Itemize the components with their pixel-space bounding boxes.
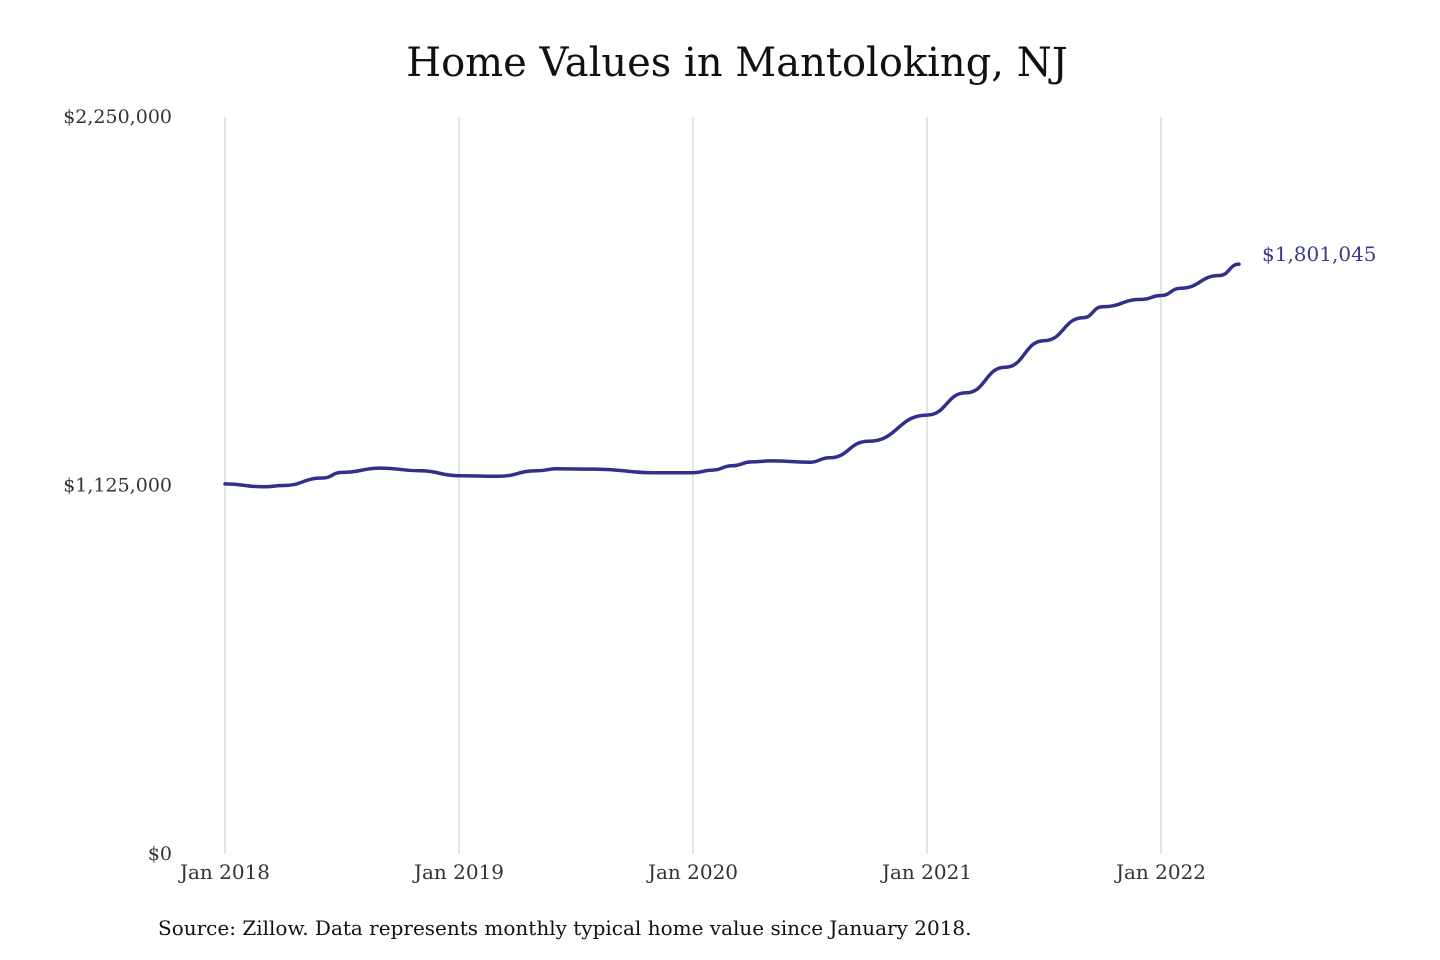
x-axis-ticks: Jan 2018 Jan 2019 Jan 2020 Jan 2021 Jan 2022 <box>178 860 1206 884</box>
y-tick-label: $0 <box>148 843 172 865</box>
home-value-line <box>223 262 1241 489</box>
x-tick-label: Jan 2021 <box>880 860 972 884</box>
y-tick-label: $1,125,000 <box>63 475 172 497</box>
x-tick-label: Jan 2018 <box>178 860 270 884</box>
series-lines <box>223 262 1241 489</box>
source-note: Source: Zillow. Data represents monthly … <box>158 916 972 940</box>
x-tick-label: Jan 2019 <box>412 860 504 884</box>
data-labels: $1,801,045 <box>1262 242 1377 266</box>
chart-title: Home Values in Mantoloking, NJ <box>406 40 1068 86</box>
gridlines <box>224 117 1162 854</box>
y-axis-ticks: $0 $1,125,000 $2,250,000 <box>63 106 172 865</box>
x-tick-label: Jan 2020 <box>646 860 738 884</box>
end-value-label: $1,801,045 <box>1262 242 1377 266</box>
x-tick-label: Jan 2022 <box>1114 860 1206 884</box>
y-tick-label: $2,250,000 <box>63 106 172 128</box>
